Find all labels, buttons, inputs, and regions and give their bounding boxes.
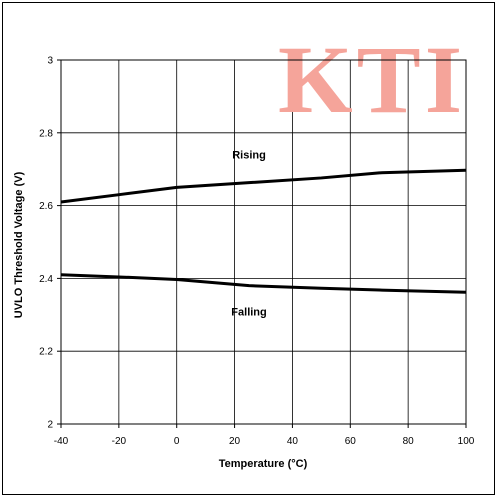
series-lines <box>60 168 467 294</box>
x-tick-label: 60 <box>345 436 357 447</box>
series-label-falling: Falling <box>231 307 266 319</box>
x-tick-label: -20 <box>112 436 127 447</box>
x-tick-label: 20 <box>229 436 241 447</box>
chart-frame <box>2 2 495 495</box>
y-tick-label: 2.8 <box>39 128 53 139</box>
plot-area <box>60 59 467 425</box>
series-labels: Rising Falling <box>231 150 266 319</box>
y-tick-label: 3 <box>47 56 53 67</box>
y-tick-label: 2.2 <box>39 347 53 358</box>
x-tick-label: 100 <box>458 436 475 447</box>
watermark-text: KTI <box>278 26 466 133</box>
x-tick-label: 40 <box>287 436 299 447</box>
y-tick-label: 2.6 <box>39 201 53 212</box>
x-tick-label: 0 <box>174 436 180 447</box>
y-axis-title: UVLO Threshold Voltage (V) <box>13 171 25 318</box>
x-tick-labels: -40 -20 0 20 40 60 80 100 <box>54 436 475 447</box>
series-line-falling <box>60 273 467 294</box>
series-line-rising <box>60 168 467 204</box>
y-tick-labels: 2 2.2 2.4 2.6 2.8 3 <box>39 56 53 431</box>
x-tick-label: 80 <box>403 436 415 447</box>
y-tick-label: 2.4 <box>39 274 53 285</box>
x-axis-title: Temperature (°C) <box>219 458 308 470</box>
x-tick-label: -40 <box>54 436 69 447</box>
y-tick-label: 2 <box>47 420 53 431</box>
series-label-rising: Rising <box>232 150 266 162</box>
